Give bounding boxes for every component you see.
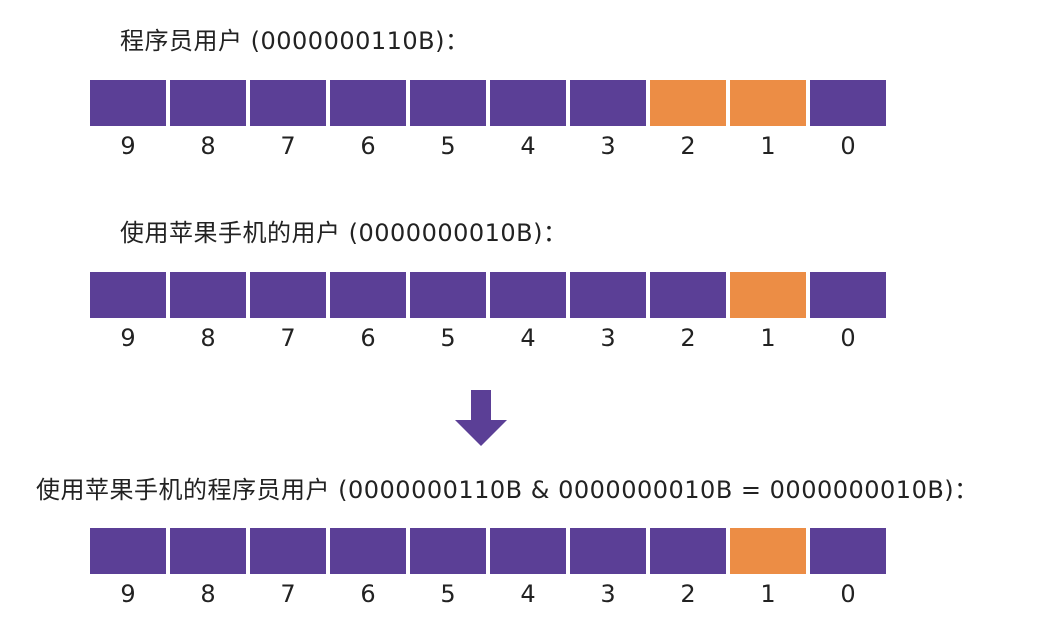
bit-cell-5: [410, 272, 486, 318]
bit-cell-7: [250, 272, 326, 318]
bit-index-label: 2: [680, 132, 696, 160]
bit-index-label: 9: [120, 132, 136, 160]
bit-index-label: 8: [200, 580, 216, 608]
bit-index-label: 4: [520, 324, 536, 352]
bit-cell-0: [810, 80, 886, 126]
bit-cell-4: [490, 272, 566, 318]
bit-index-label: 6: [360, 132, 376, 160]
bit-cell-1: [730, 272, 806, 318]
bit-row-programmer-users: 9 8 7 6 5 4 3 2 1 0: [90, 80, 890, 160]
bit-index-label: 7: [280, 580, 296, 608]
bit-index-label: 0: [840, 132, 856, 160]
bit-index-label: 2: [680, 580, 696, 608]
bit-index-label: 1: [760, 324, 776, 352]
bit-cell-2: [650, 80, 726, 126]
bit-cell-9: [90, 528, 166, 574]
bit-cell-4: [490, 80, 566, 126]
bit-index-label: 1: [760, 580, 776, 608]
bit-cell-6: [330, 272, 406, 318]
bit-cell-8: [170, 80, 246, 126]
bit-index-label: 2: [680, 324, 696, 352]
bit-row-iphone-programmer-users: 9 8 7 6 5 4 3 2 1 0: [90, 528, 890, 608]
bit-index-label: 6: [360, 324, 376, 352]
bit-index-label: 5: [440, 132, 456, 160]
bit-index-label: 5: [440, 324, 456, 352]
section-title-iphone-programmer-users: 使用苹果手机的程序员用户 (0000000110B & 0000000010B …: [36, 476, 979, 504]
bit-index-label: 9: [120, 580, 136, 608]
down-arrow-icon: [455, 390, 507, 446]
bit-cell-3: [570, 272, 646, 318]
bit-index-label: 0: [840, 580, 856, 608]
bit-cell-3: [570, 80, 646, 126]
bit-cell-8: [170, 528, 246, 574]
bit-cell-6: [330, 80, 406, 126]
bit-index-label: 0: [840, 324, 856, 352]
bit-cell-1: [730, 80, 806, 126]
bit-index-label: 3: [600, 132, 616, 160]
bit-cell-3: [570, 528, 646, 574]
bit-cell-8: [170, 272, 246, 318]
bit-index-label: 7: [280, 132, 296, 160]
section-title-programmer-users: 程序员用户 (0000000110B)：: [120, 27, 470, 55]
bit-index-label: 1: [760, 132, 776, 160]
bit-cell-9: [90, 272, 166, 318]
bit-cell-5: [410, 80, 486, 126]
bit-index-label: 5: [440, 580, 456, 608]
bit-index-label: 9: [120, 324, 136, 352]
bit-cell-5: [410, 528, 486, 574]
bit-cell-9: [90, 80, 166, 126]
bit-cell-7: [250, 528, 326, 574]
bit-index-label: 4: [520, 132, 536, 160]
bit-cell-6: [330, 528, 406, 574]
bit-cell-4: [490, 528, 566, 574]
bit-cell-0: [810, 528, 886, 574]
bit-cell-1: [730, 528, 806, 574]
bit-index-label: 7: [280, 324, 296, 352]
bit-cell-7: [250, 80, 326, 126]
bit-cell-2: [650, 272, 726, 318]
bit-index-label: 3: [600, 580, 616, 608]
bit-row-iphone-users: 9 8 7 6 5 4 3 2 1 0: [90, 272, 890, 352]
bit-index-label: 3: [600, 324, 616, 352]
bit-cell-0: [810, 272, 886, 318]
bit-cell-2: [650, 528, 726, 574]
section-title-iphone-users: 使用苹果手机的用户 (0000000010B)：: [120, 219, 568, 247]
down-arrow-shape: [455, 390, 507, 446]
bit-index-label: 8: [200, 132, 216, 160]
bit-index-label: 6: [360, 580, 376, 608]
bit-index-label: 8: [200, 324, 216, 352]
bit-index-label: 4: [520, 580, 536, 608]
